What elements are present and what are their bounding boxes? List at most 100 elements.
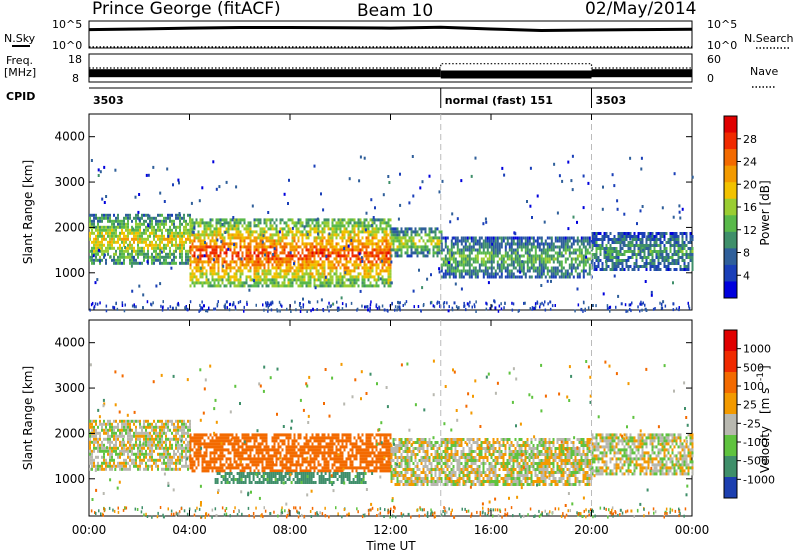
scatter-cell bbox=[385, 257, 388, 261]
speckle-cell bbox=[360, 256, 363, 260]
scatter-cell bbox=[560, 251, 563, 255]
scatter-cell bbox=[570, 257, 573, 261]
scatter-cell bbox=[215, 278, 218, 282]
scatter-cell bbox=[183, 431, 185, 435]
scatter-cell bbox=[137, 237, 139, 241]
scatter-cell bbox=[151, 261, 153, 265]
scatter-cell bbox=[333, 272, 336, 276]
scatter-cell bbox=[175, 246, 177, 250]
scatter-cell bbox=[169, 443, 171, 447]
scatter-cell bbox=[207, 233, 210, 237]
scatter-cell bbox=[599, 250, 602, 253]
speckle-cell bbox=[198, 199, 201, 203]
scatter-cell bbox=[187, 231, 189, 235]
scatter-cell bbox=[117, 216, 119, 220]
scatter-cell bbox=[593, 238, 596, 241]
scatter-cell bbox=[480, 251, 483, 255]
scatter-cell bbox=[211, 224, 214, 228]
scatter-cell bbox=[544, 242, 547, 246]
speckle-cell bbox=[317, 232, 319, 236]
scatter-cell bbox=[363, 284, 366, 288]
scatter-cell bbox=[331, 281, 334, 285]
scatter-cell bbox=[193, 236, 196, 240]
scatter-cell bbox=[562, 275, 565, 279]
scatter-cell bbox=[163, 425, 165, 429]
speckle-cell bbox=[363, 156, 366, 160]
scatter-cell bbox=[195, 245, 198, 249]
speckle-cell bbox=[97, 168, 100, 172]
scatter-cell bbox=[165, 443, 167, 447]
near-range-cell bbox=[577, 303, 580, 307]
scatter-cell bbox=[570, 251, 573, 255]
scatter-cell bbox=[181, 231, 183, 235]
near-range-cell bbox=[489, 307, 491, 311]
scatter-cell bbox=[217, 218, 220, 222]
scatter-cell bbox=[351, 242, 354, 246]
scatter-cell bbox=[177, 440, 179, 444]
scatter-cell bbox=[496, 272, 499, 276]
scatter-cell bbox=[313, 275, 316, 279]
scatter-cell bbox=[633, 235, 636, 238]
scatter-cell bbox=[265, 260, 268, 264]
scatter-cell bbox=[295, 278, 298, 282]
scatter-cell bbox=[673, 232, 676, 235]
near-range-cell bbox=[448, 305, 450, 309]
scatter-cell bbox=[273, 284, 276, 288]
scatter-cell bbox=[576, 239, 579, 243]
scatter-cell bbox=[309, 227, 312, 231]
scatter-cell bbox=[355, 248, 358, 252]
scatter-cell bbox=[269, 257, 272, 261]
scatter-cell bbox=[357, 239, 360, 243]
scatter-cell bbox=[135, 440, 137, 444]
scatter-cell bbox=[199, 248, 202, 252]
scatter-cell bbox=[655, 250, 658, 253]
scatter-cell bbox=[522, 266, 525, 270]
scatter-cell bbox=[385, 242, 388, 246]
scatter-cell bbox=[97, 252, 99, 256]
scatter-cell bbox=[562, 242, 565, 246]
scatter-cell bbox=[91, 458, 93, 462]
scatter-cell bbox=[472, 272, 475, 276]
speckle-cell bbox=[412, 289, 415, 293]
scatter-cell bbox=[305, 281, 308, 285]
scatter-cell bbox=[572, 239, 575, 243]
near-range-cell bbox=[404, 302, 406, 306]
scatter-cell bbox=[157, 228, 159, 232]
scatter-cell bbox=[263, 266, 266, 270]
scatter-cell bbox=[617, 256, 620, 259]
scatter-cell bbox=[448, 257, 451, 261]
near-range-cell bbox=[659, 301, 661, 305]
scatter-cell bbox=[107, 240, 109, 244]
scatter-cell bbox=[494, 251, 497, 255]
scatter-cell bbox=[137, 255, 139, 259]
scatter-cell bbox=[373, 233, 376, 237]
scatter-cell bbox=[109, 246, 111, 250]
scatter-cell bbox=[560, 245, 563, 249]
scatter-cell bbox=[225, 248, 228, 252]
scatter-cell bbox=[169, 452, 171, 456]
scatter-cell bbox=[544, 239, 547, 243]
scatter-cell bbox=[287, 254, 290, 258]
scatter-cell bbox=[109, 428, 111, 432]
scatter-cell bbox=[400, 230, 403, 234]
scatter-cell bbox=[341, 263, 344, 267]
scatter-cell bbox=[141, 452, 143, 456]
scatter-cell bbox=[538, 236, 541, 240]
scatter-cell bbox=[420, 230, 423, 234]
scatter-cell bbox=[143, 440, 145, 444]
scatter-cell bbox=[607, 241, 610, 244]
scatter-cell bbox=[329, 227, 332, 231]
scatter-cell bbox=[283, 260, 286, 264]
scatter-cell bbox=[307, 260, 310, 264]
scatter-cell bbox=[303, 257, 306, 261]
scatter-cell bbox=[123, 440, 125, 444]
scatter-cell bbox=[303, 278, 306, 282]
scatter-cell bbox=[255, 245, 258, 249]
scatter-cell bbox=[149, 255, 151, 259]
scatter-cell bbox=[261, 284, 264, 288]
scatter-cell bbox=[173, 425, 175, 429]
scatter-cell bbox=[125, 443, 127, 447]
speckle-cell bbox=[570, 179, 573, 183]
scatter-cell bbox=[159, 437, 161, 441]
scatter-cell bbox=[275, 263, 278, 267]
